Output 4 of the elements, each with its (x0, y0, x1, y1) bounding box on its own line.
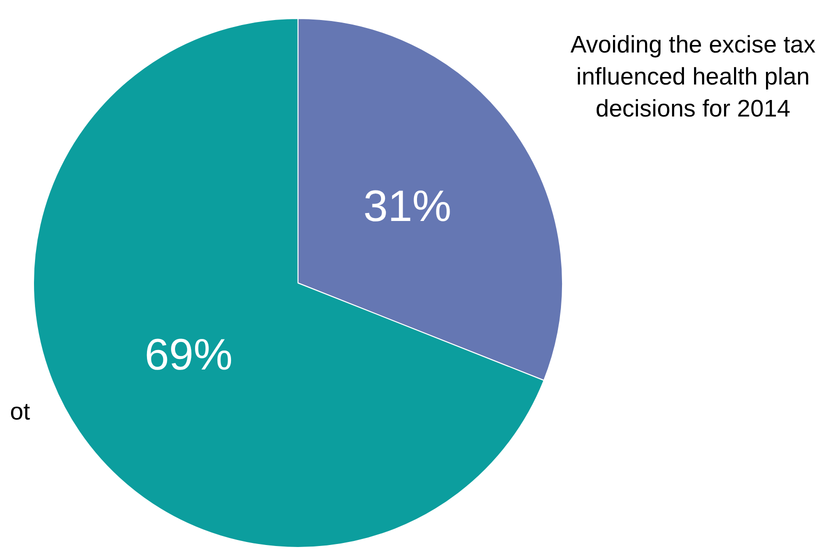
slice-label: Avoiding the excise tax influenced health plan decisions for 2014 (570, 32, 816, 123)
slice-label: ot (10, 398, 30, 426)
data-label: 31% (363, 182, 452, 231)
data-label: 69% (144, 330, 233, 380)
